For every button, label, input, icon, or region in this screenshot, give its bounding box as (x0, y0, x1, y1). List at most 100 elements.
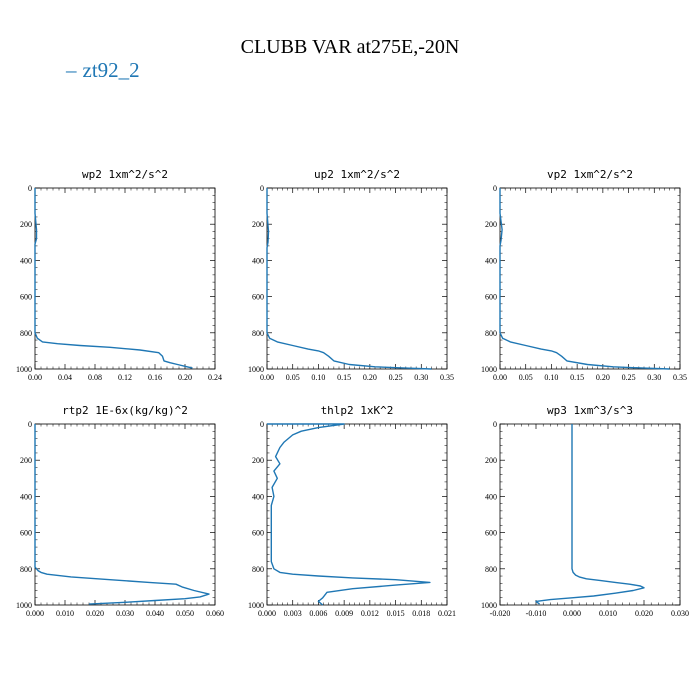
x-tick-label: 0.25 (389, 373, 403, 382)
y-tick-label: 1000 (481, 365, 497, 374)
y-tick-label: 0 (493, 184, 497, 193)
y-tick-label: 200 (20, 220, 32, 229)
chart-panel-5: wp3 1xm^3/s^3 -0.020 -0.010 0.000 0.010 0.020… (481, 404, 689, 618)
series-line-zt92_2 (499, 188, 670, 370)
x-tick-label: 0.35 (673, 373, 687, 382)
plot-frame (266, 187, 448, 370)
y-tick-label: 0 (260, 420, 264, 429)
x-tick-label: 0.021 (438, 609, 456, 618)
y-tick-label: 800 (20, 329, 32, 338)
y-tick-label: 200 (485, 456, 497, 465)
y-tick-label: 800 (252, 329, 264, 338)
chart-panel-2: vp2 1xm^2/s^2 0.00 0.05 0.10 0.15 0.20 0.25 0.3… (481, 168, 687, 382)
x-tick-label: 0.050 (176, 609, 194, 618)
y-tick-label: 200 (20, 456, 32, 465)
series-line-zt92_2 (535, 424, 645, 605)
plot-frame (34, 187, 216, 370)
y-tick-label: 600 (485, 293, 497, 302)
x-tick-label: 0.000 (563, 609, 581, 618)
chart-panel-3: rtp2 1E-6x(kg/kg)^2 0.000 0.010 0.020 0.030 0… (16, 404, 224, 618)
x-tick-label: 0.20 (178, 373, 192, 382)
x-tick-label: 0.030 (116, 609, 134, 618)
x-tick-label: 0.015 (387, 609, 405, 618)
y-tick-label: 400 (20, 492, 32, 501)
x-tick-label: 0.08 (88, 373, 102, 382)
y-tick-label: 800 (252, 565, 264, 574)
page-title: CLUBB VAR at275E,-20N (240, 36, 460, 58)
x-tick-label: 0.24 (208, 373, 222, 382)
legend-line-icon: – (66, 58, 77, 82)
y-tick-label: 800 (20, 565, 32, 574)
x-tick-label: 0.000 (26, 609, 44, 618)
x-tick-label: 0.00 (493, 373, 507, 382)
series-line-zt92_2 (267, 423, 431, 606)
x-tick-label: -0.020 (490, 609, 511, 618)
y-tick-label: 600 (485, 529, 497, 538)
y-tick-label: 0 (28, 184, 32, 193)
y-tick-label: 600 (252, 529, 264, 538)
y-tick-label: 0 (493, 420, 497, 429)
series-line-zt92_2 (266, 188, 432, 370)
x-tick-label: 0.35 (440, 373, 454, 382)
y-tick-label: 600 (20, 293, 32, 302)
x-tick-label: 0.04 (58, 373, 72, 382)
y-tick-label: 800 (485, 329, 497, 338)
x-tick-label: 0.000 (258, 609, 276, 618)
x-tick-label: -0.010 (526, 609, 547, 618)
x-tick-label: 0.20 (596, 373, 610, 382)
x-tick-label: 0.012 (361, 609, 379, 618)
y-tick-label: 400 (485, 256, 497, 265)
y-tick-label: 1000 (248, 365, 264, 374)
x-tick-label: 0.05 (519, 373, 533, 382)
y-tick-label: 1000 (481, 601, 497, 610)
x-tick-label: 0.040 (146, 609, 164, 618)
y-tick-label: 400 (485, 492, 497, 501)
series-line-zt92_2 (34, 424, 210, 605)
plot-frame (34, 423, 216, 606)
x-tick-label: 0.020 (86, 609, 104, 618)
x-tick-label: 0.018 (412, 609, 430, 618)
legend: – zt92_2 (66, 58, 140, 83)
y-tick-label: 1000 (248, 601, 264, 610)
x-tick-label: 0.030 (671, 609, 689, 618)
y-tick-label: 200 (485, 220, 497, 229)
y-tick-label: 400 (252, 256, 264, 265)
y-tick-label: 600 (20, 529, 32, 538)
x-tick-label: 0.12 (118, 373, 132, 382)
x-tick-label: 0.10 (544, 373, 558, 382)
y-tick-label: 200 (252, 456, 264, 465)
chart-title: rtp2 1E-6x(kg/kg)^2 (62, 404, 188, 417)
x-tick-label: 0.16 (148, 373, 162, 382)
x-tick-label: 0.20 (363, 373, 377, 382)
y-tick-label: 0 (28, 420, 32, 429)
x-tick-label: 0.00 (28, 373, 42, 382)
chart-title: wp2 1xm^2/s^2 (82, 168, 168, 181)
x-tick-label: 0.25 (622, 373, 636, 382)
x-tick-label: 0.15 (337, 373, 351, 382)
y-tick-label: 400 (252, 492, 264, 501)
x-tick-label: 0.15 (570, 373, 584, 382)
y-tick-label: 0 (260, 184, 264, 193)
y-tick-label: 800 (485, 565, 497, 574)
x-tick-label: 0.30 (414, 373, 428, 382)
x-tick-label: 0.060 (206, 609, 224, 618)
x-tick-label: 0.00 (260, 373, 274, 382)
chart-panel-4: thlp2 1xK^2 0.000 0.003 0.006 0.009 0.012 0.01… (248, 404, 456, 618)
y-tick-label: 1000 (16, 601, 32, 610)
x-tick-label: 0.003 (284, 609, 302, 618)
x-tick-label: 0.30 (647, 373, 661, 382)
chart-title: thlp2 1xK^2 (321, 404, 394, 417)
plot-frame (499, 423, 681, 606)
series-line-zt92_2 (34, 188, 193, 369)
chart-title: wp3 1xm^3/s^3 (547, 404, 633, 417)
chart-title: vp2 1xm^2/s^2 (547, 168, 633, 181)
x-tick-label: 0.010 (56, 609, 74, 618)
x-tick-label: 0.010 (599, 609, 617, 618)
x-tick-label: 0.006 (309, 609, 327, 618)
chart-panel-0: wp2 1xm^2/s^2 0.00 0.04 0.08 0.12 0.16 0.20 0.2… (16, 168, 222, 382)
y-tick-label: 600 (252, 293, 264, 302)
x-tick-label: 0.10 (311, 373, 325, 382)
chart-panel-1: up2 1xm^2/s^2 0.00 0.05 0.10 0.15 0.20 0.25 0.3… (248, 168, 454, 382)
chart-title: up2 1xm^2/s^2 (314, 168, 400, 181)
